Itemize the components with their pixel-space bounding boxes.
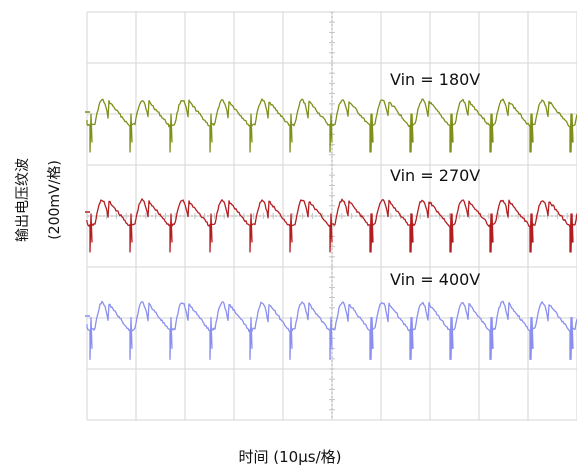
trace-line bbox=[86, 98, 577, 153]
plot-grid bbox=[86, 11, 577, 421]
trace-line bbox=[86, 198, 577, 253]
trace-line bbox=[86, 300, 577, 361]
y-axis-label-scale: (200mV/格) bbox=[47, 160, 63, 240]
x-axis-label: 时间 (10μs/格) bbox=[238, 448, 342, 466]
plot-traces bbox=[85, 98, 577, 361]
series-label: Vin = 180V bbox=[390, 70, 480, 89]
series-label: Vin = 400V bbox=[390, 270, 480, 289]
trace-labels: Vin = 180V Vin = 270V Vin = 400V bbox=[390, 70, 480, 289]
series-label: Vin = 270V bbox=[390, 166, 480, 185]
y-axis-label-title: 输出电压纹波 bbox=[15, 158, 31, 242]
